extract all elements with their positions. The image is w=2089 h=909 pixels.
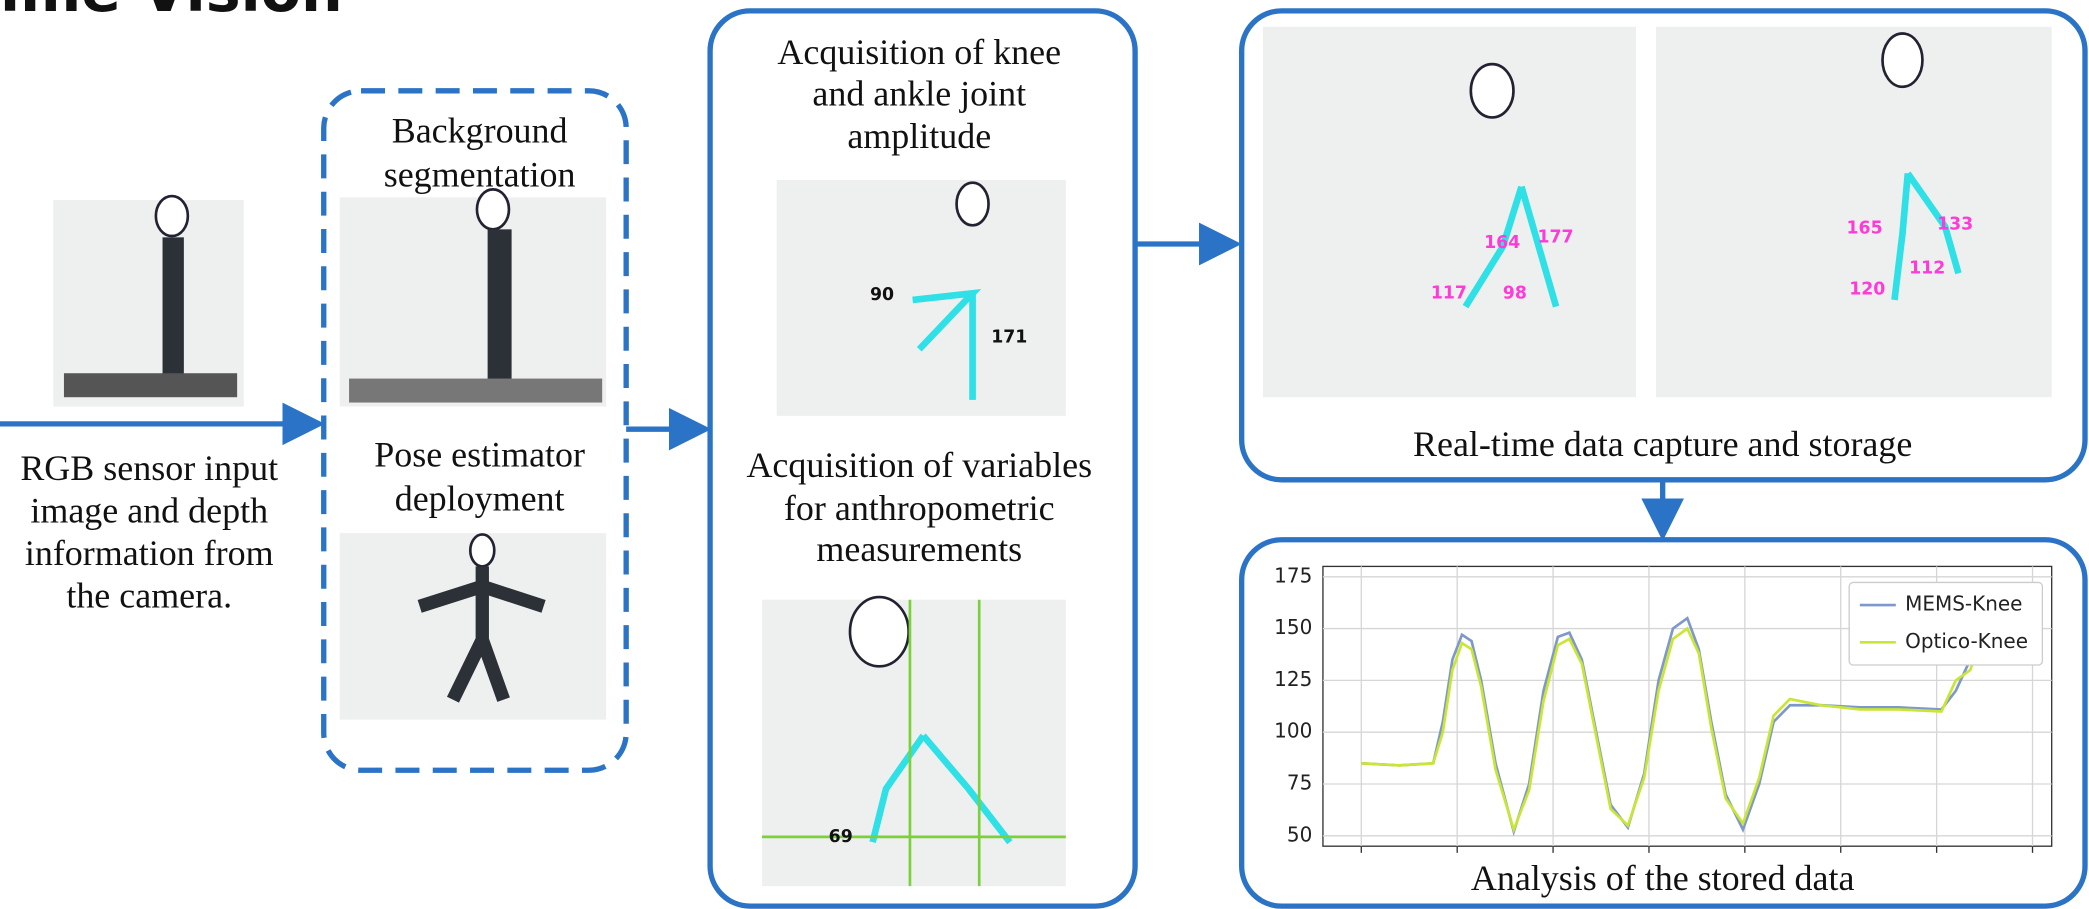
step-caption: Real-time data capture and storage [1413,424,1912,464]
y-tick-label: 175 [1274,563,1312,587]
y-tick-label: 125 [1274,667,1312,691]
treadmill [64,373,237,397]
capture-image [1263,27,1636,397]
segmentation-image [340,197,606,406]
face-mask [477,189,509,229]
image-label: 69 [829,827,853,847]
legend-label: MEMS-Knee [1905,592,2022,616]
step-caption: segmentation [384,155,576,195]
legend-label: Optico-Knee [1905,629,2028,653]
face-mask [470,534,494,566]
figure: ime Vision RGB sensor input image and de… [0,0,2089,909]
y-tick-label: 150 [1274,615,1312,639]
image-label: 98 [1503,284,1527,304]
capture-image [1656,27,2052,397]
image-label: 117 [1431,284,1467,304]
image-label: 164 [1484,233,1520,253]
step-caption: Analysis of the stored data [1471,858,1855,898]
image-label: 177 [1537,228,1573,248]
image-label: 90 [870,285,894,305]
step-caption: for anthropometric [784,488,1055,528]
image-label: 120 [1849,280,1885,300]
y-tick-label: 50 [1287,822,1312,846]
step-caption: Acquisition of knee [777,32,1061,72]
image-label: 133 [1937,214,1973,234]
step-caption: information from [25,533,274,573]
step-caption: deployment [395,478,565,518]
step-caption: Background [392,111,568,151]
person [163,237,184,390]
step-caption: image and depth [30,490,268,530]
person [488,229,512,392]
step-caption: RGB sensor input [20,448,278,488]
step-caption: Acquisition of variables [746,445,1092,485]
face-mask [850,597,909,666]
step-caption: measurements [816,529,1022,569]
face-mask [1882,34,1922,87]
chart: 50 75 100 125 150 175 MEMS-Knee Optico-Knee [1274,563,2052,853]
face-mask [1471,64,1514,117]
y-tick-label: 100 [1274,719,1312,743]
step-caption: and ankle joint [812,73,1026,113]
face-mask [957,183,989,226]
image-label: 165 [1847,218,1883,238]
image-label: 112 [1909,258,1945,278]
step-caption: amplitude [847,116,991,156]
step-caption: the camera. [66,576,232,616]
treadmill [349,379,602,403]
image-label: 171 [991,328,1027,348]
anthropometric-image [762,600,1066,886]
page-title: ime Vision [0,0,343,25]
y-tick-label: 75 [1287,771,1312,795]
step-caption: Pose estimator [374,434,585,474]
face-mask [156,196,188,236]
